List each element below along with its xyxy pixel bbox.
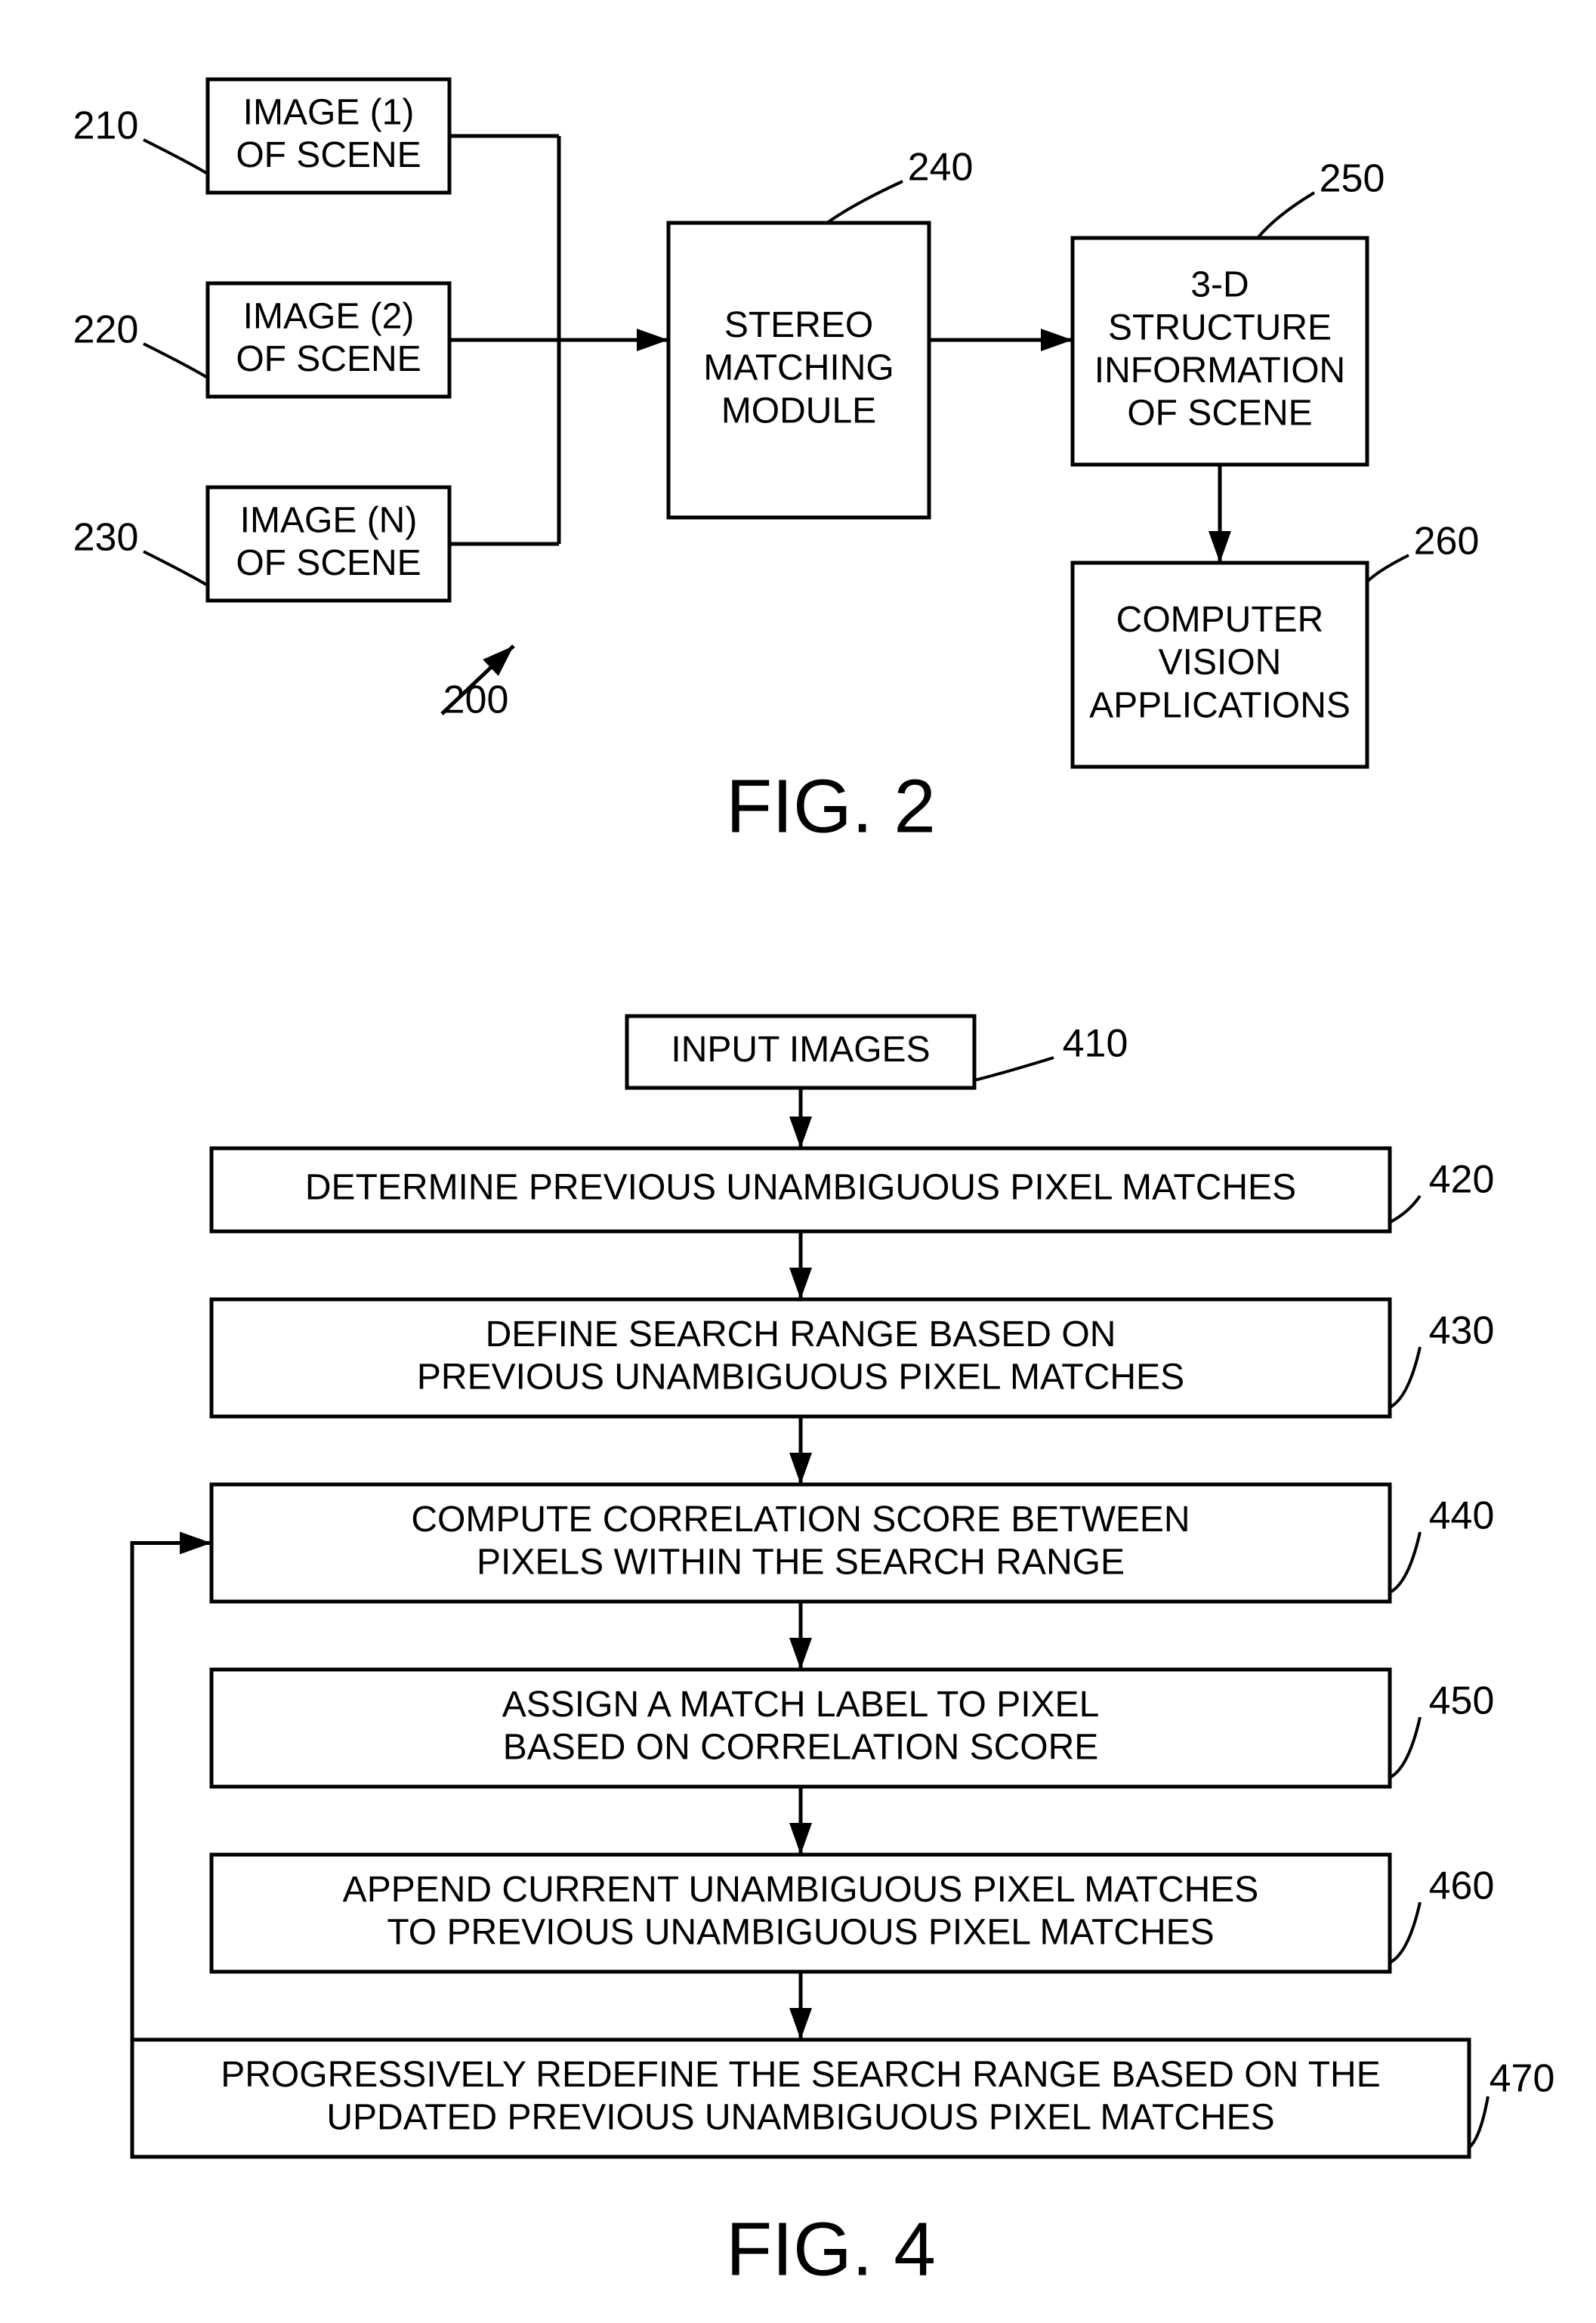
refnum-410: 410 <box>1063 1022 1128 1066</box>
label-img1: OF SCENE <box>236 135 421 175</box>
refnum-420: 420 <box>1429 1158 1495 1202</box>
label-imgN: IMAGE (N) <box>240 500 418 540</box>
arrowhead <box>789 1638 812 1670</box>
step-label-470: UPDATED PREVIOUS UNAMBIGUOUS PIXEL MATCH… <box>326 2097 1274 2137</box>
label-stereo: MODULE <box>721 391 876 431</box>
leader-line <box>1469 2096 1488 2148</box>
refnum-230: 230 <box>73 516 139 560</box>
step-label-460: APPEND CURRENT UNAMBIGUOUS PIXEL MATCHES <box>343 1870 1259 1910</box>
arrowhead <box>789 2008 812 2040</box>
step-label-450: BASED ON CORRELATION SCORE <box>503 1727 1099 1767</box>
refnum-250: 250 <box>1320 157 1385 201</box>
refnum-260: 260 <box>1414 520 1480 564</box>
label-struct3d: STRUCTURE <box>1108 307 1332 348</box>
step-label-420: DETERMINE PREVIOUS UNAMBIGUOUS PIXEL MAT… <box>305 1168 1296 1208</box>
refnum-460: 460 <box>1429 1864 1495 1908</box>
step-label-430: DEFINE SEARCH RANGE BASED ON <box>486 1314 1116 1355</box>
leader-line <box>144 140 208 174</box>
arrowhead <box>1209 531 1231 563</box>
label-struct3d: INFORMATION <box>1094 351 1345 391</box>
step-label-470: PROGRESSIVELY REDEFINE THE SEARCH RANGE … <box>221 2055 1380 2095</box>
label-cvapp: COMPUTER <box>1116 600 1324 640</box>
arrowhead <box>180 1532 211 1555</box>
refnum-450: 450 <box>1429 1679 1495 1723</box>
step-label-410: INPUT IMAGES <box>671 1030 930 1070</box>
refnum-210: 210 <box>73 104 139 148</box>
arrowhead <box>789 1453 812 1484</box>
refnum-200: 200 <box>443 678 509 722</box>
label-stereo: MATCHING <box>703 348 894 388</box>
step-label-440: COMPUTE CORRELATION SCORE BETWEEN <box>411 1500 1190 1540</box>
leader-line <box>144 344 208 378</box>
label-struct3d: 3-D <box>1190 265 1249 305</box>
label-cvapp: APPLICATIONS <box>1089 685 1351 725</box>
step-label-450: ASSIGN A MATCH LABEL TO PIXEL <box>502 1685 1100 1725</box>
label-stereo: STEREO <box>724 305 873 345</box>
refnum-470: 470 <box>1489 2057 1555 2101</box>
leader-line <box>1390 1532 1420 1592</box>
leader-line <box>1390 1902 1420 1963</box>
label-imgN: OF SCENE <box>236 543 421 583</box>
arrowhead <box>789 1117 812 1148</box>
leader-line <box>1367 555 1409 582</box>
refnum-440: 440 <box>1429 1494 1495 1538</box>
fig2-label: FIG. 2 <box>726 764 936 848</box>
refnum-240: 240 <box>908 146 974 190</box>
arrowhead <box>637 329 668 351</box>
step-label-460: TO PREVIOUS UNAMBIGUOUS PIXEL MATCHES <box>387 1912 1214 1952</box>
arrowhead <box>789 1823 812 1855</box>
label-struct3d: OF SCENE <box>1127 394 1312 434</box>
arrowhead <box>789 1268 812 1299</box>
label-img2: IMAGE (2) <box>243 296 415 336</box>
loop-back <box>132 1543 211 2099</box>
leader-line <box>1390 1347 1420 1407</box>
arrowhead <box>1041 329 1073 351</box>
leader-line <box>144 551 208 585</box>
leader-line <box>974 1058 1054 1080</box>
leader-line <box>1390 1196 1420 1222</box>
fig4-label: FIG. 4 <box>726 2207 936 2291</box>
refnum-430: 430 <box>1429 1309 1495 1353</box>
label-img1: IMAGE (1) <box>243 92 415 132</box>
label-cvapp: VISION <box>1159 643 1282 683</box>
leader-line <box>827 181 903 223</box>
step-label-430: PREVIOUS UNAMBIGUOUS PIXEL MATCHES <box>417 1357 1184 1397</box>
refnum-220: 220 <box>73 308 139 352</box>
leader-line <box>1390 1717 1420 1778</box>
step-label-440: PIXELS WITHIN THE SEARCH RANGE <box>477 1542 1125 1582</box>
label-img2: OF SCENE <box>236 339 421 379</box>
leader-line <box>1258 193 1314 238</box>
